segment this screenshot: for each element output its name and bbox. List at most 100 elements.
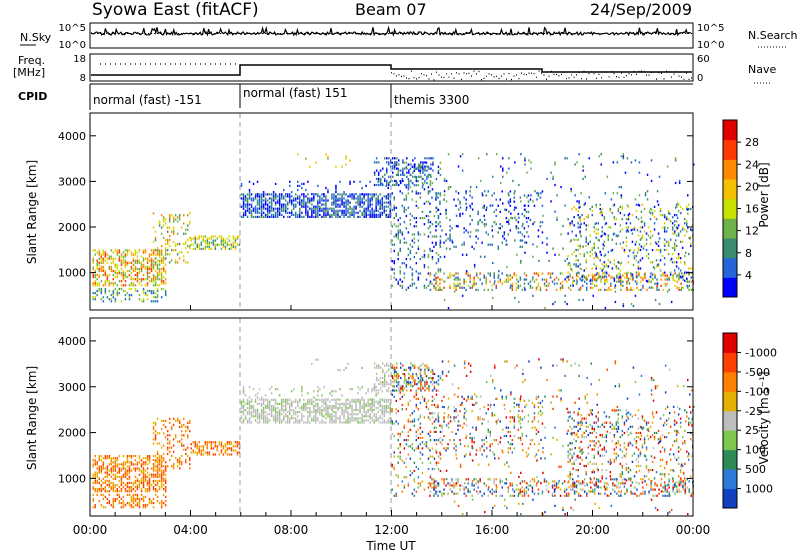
heatmap-cell [469,286,471,289]
heatmap-cell [606,278,608,281]
heatmap-cell [150,278,153,281]
heatmap-cell [148,497,151,501]
heatmap-cell [108,493,111,496]
heatmap-cell [108,455,111,458]
heatmap-cell [94,280,96,283]
heatmap-cell [128,455,131,458]
heatmap-cell [242,398,245,401]
heatmap-cell [297,421,299,424]
heatmap-cell [402,169,404,172]
heatmap-cell [635,240,638,243]
heatmap-cell [238,451,241,454]
heatmap-cell [132,495,135,498]
heatmap-cell [102,249,105,252]
heatmap-cell [357,201,359,204]
heatmap-cell [156,276,159,279]
heatmap-cell [158,220,161,223]
heatmap-cell [114,475,117,478]
heatmap-cell [291,409,293,412]
heatmap-cell [591,279,593,282]
heatmap-cell [386,370,388,373]
heatmap-cell [549,274,552,277]
heatmap-cell [526,171,528,174]
heatmap-cell [335,215,337,218]
heatmap-cell [415,434,418,438]
heatmap-cell [329,421,331,424]
heatmap-cell [106,457,109,460]
heatmap-cell [323,398,325,401]
heatmap-cell [443,241,445,244]
heatmap-cell [315,398,317,401]
heatmap-cell [403,387,406,390]
heatmap-cell [198,245,200,248]
heatmap-cell [641,220,644,223]
heatmap-cell [403,486,406,489]
heatmap-cell [612,192,615,195]
heatmap-cell [369,193,371,196]
heatmap-cell [397,447,399,450]
heatmap-cell [641,203,644,206]
heatmap-cell [268,409,271,412]
heatmap-cell [248,193,251,196]
heatmap-cell [295,205,297,208]
heatmap-cell [688,203,690,206]
heatmap-cell [517,221,520,224]
heatmap-cell [667,218,670,221]
heatmap-cell [573,224,575,227]
heatmap-cell [541,272,544,275]
heatmap-cell [287,195,289,198]
heatmap-cell [234,237,237,240]
heatmap-cell [667,212,670,215]
heatmap-cell [395,214,397,218]
heatmap-cell [459,284,461,287]
heatmap-cell [335,406,337,410]
heatmap-cell [96,265,98,268]
heatmap-cell [612,204,615,207]
heatmap-cell [250,199,253,202]
heatmap-cell [124,255,127,258]
heatmap-cell [335,205,337,208]
heatmap-cell [281,419,283,422]
heatmap-cell [445,239,447,242]
heatmap-cell [437,276,439,279]
heatmap-cell [658,237,661,240]
heatmap-cell [162,469,165,472]
heatmap-cell [313,415,315,418]
heatmap-cell [260,409,263,412]
heatmap-cell [583,222,585,225]
heatmap-cell [379,404,381,408]
heatmap-cell [138,481,141,485]
heatmap-cell [136,259,139,262]
heatmap-cell [391,225,393,228]
heatmap-cell [112,261,115,264]
heatmap-cell [619,273,622,276]
heatmap-cell [626,204,629,207]
heatmap-cell [642,286,644,289]
heatmap-cell [258,211,261,214]
heatmap-cell [317,398,319,401]
heatmap-cell [625,236,628,239]
heatmap-cell [532,200,534,203]
heatmap-cell [110,298,113,301]
heatmap-cell [373,215,375,218]
heatmap-cell [266,199,269,202]
heatmap-cell [671,216,674,219]
heatmap-cell [158,284,161,287]
heatmap-cell [536,286,538,289]
heatmap-cell [274,213,277,216]
heatmap-cell [582,165,584,168]
heatmap-cell [449,276,451,279]
heatmap-cell [278,211,281,214]
heatmap-cell [164,249,167,252]
heatmap-cell [230,243,233,246]
heatmap-cell [425,379,428,382]
heatmap-cell [402,171,404,174]
heatmap-cell [395,399,397,402]
heatmap-cell [613,263,616,266]
heatmap-cell [349,159,351,162]
heatmap-cell [144,461,147,464]
heatmap-cell [254,419,257,422]
heatmap-cell [176,458,179,462]
heatmap-cell [194,239,196,242]
heatmap-cell [459,200,461,203]
